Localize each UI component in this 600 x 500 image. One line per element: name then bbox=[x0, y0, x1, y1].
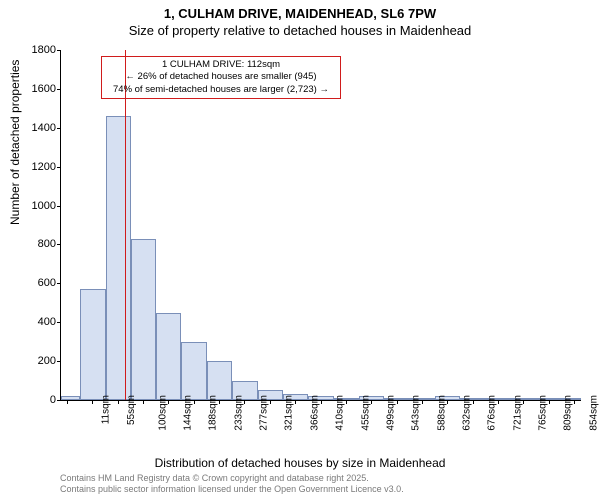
y-tick-mark bbox=[57, 361, 61, 362]
x-tick-mark bbox=[168, 400, 169, 404]
y-tick-label: 0 bbox=[21, 394, 56, 406]
y-tick-label: 200 bbox=[21, 355, 56, 367]
footnote-line2: Contains public sector information licen… bbox=[60, 484, 404, 496]
histogram-bar bbox=[181, 342, 207, 400]
y-tick-mark bbox=[57, 206, 61, 207]
y-tick-label: 1200 bbox=[21, 161, 56, 173]
x-tick-label: 809sqm bbox=[563, 395, 574, 431]
callout-line: ← 26% of detached houses are smaller (94… bbox=[106, 71, 336, 83]
histogram-bar bbox=[80, 289, 106, 400]
x-tick-label: 410sqm bbox=[335, 395, 346, 431]
x-tick-mark bbox=[92, 400, 93, 404]
x-tick-label: 455sqm bbox=[361, 395, 372, 431]
y-tick-label: 1600 bbox=[21, 83, 56, 95]
y-tick-mark bbox=[57, 322, 61, 323]
x-tick-mark bbox=[270, 400, 271, 404]
histogram-bar bbox=[106, 116, 131, 400]
footnote-line1: Contains HM Land Registry data © Crown c… bbox=[60, 473, 404, 485]
y-tick-mark bbox=[57, 167, 61, 168]
x-tick-mark bbox=[118, 400, 119, 404]
histogram-bar bbox=[131, 239, 156, 400]
y-tick-label: 1800 bbox=[21, 44, 56, 56]
x-tick-label: 55sqm bbox=[126, 395, 137, 425]
x-tick-label: 233sqm bbox=[234, 395, 245, 431]
x-tick-mark bbox=[523, 400, 524, 404]
x-tick-mark bbox=[422, 400, 423, 404]
x-axis-label: Distribution of detached houses by size … bbox=[0, 456, 600, 470]
title-sub: Size of property relative to detached ho… bbox=[0, 21, 600, 38]
plot: 02004006008001000120014001600180011sqm55… bbox=[60, 50, 581, 401]
x-tick-label: 721sqm bbox=[513, 395, 524, 431]
x-tick-label: 676sqm bbox=[487, 395, 498, 431]
x-tick-mark bbox=[219, 400, 220, 404]
x-tick-mark bbox=[244, 400, 245, 404]
x-tick-mark bbox=[321, 400, 322, 404]
y-tick-mark bbox=[57, 50, 61, 51]
y-tick-label: 400 bbox=[21, 316, 56, 328]
chart-area: 02004006008001000120014001600180011sqm55… bbox=[60, 50, 580, 400]
callout-line: 74% of semi-detached houses are larger (… bbox=[106, 84, 336, 96]
chart-container: 1, CULHAM DRIVE, MAIDENHEAD, SL6 7PW Siz… bbox=[0, 0, 600, 500]
x-tick-label: 321sqm bbox=[284, 395, 295, 431]
histogram-bar bbox=[156, 313, 181, 401]
x-tick-label: 11sqm bbox=[101, 395, 112, 424]
x-tick-label: 144sqm bbox=[183, 395, 194, 431]
x-tick-mark bbox=[574, 400, 575, 404]
x-tick-mark bbox=[473, 400, 474, 404]
title-main: 1, CULHAM DRIVE, MAIDENHEAD, SL6 7PW bbox=[0, 0, 600, 21]
y-tick-label: 800 bbox=[21, 238, 56, 250]
y-tick-mark bbox=[57, 89, 61, 90]
x-tick-label: 188sqm bbox=[208, 395, 219, 431]
histogram-bar bbox=[61, 396, 80, 400]
y-tick-mark bbox=[57, 128, 61, 129]
x-tick-mark bbox=[346, 400, 347, 404]
x-tick-mark bbox=[549, 400, 550, 404]
x-tick-mark bbox=[371, 400, 372, 404]
y-tick-label: 600 bbox=[21, 277, 56, 289]
x-tick-label: 543sqm bbox=[411, 395, 422, 431]
x-tick-mark bbox=[447, 400, 448, 404]
x-tick-label: 765sqm bbox=[538, 395, 549, 431]
footnote: Contains HM Land Registry data © Crown c… bbox=[60, 473, 404, 496]
y-tick-label: 1400 bbox=[21, 122, 56, 134]
y-tick-mark bbox=[57, 244, 61, 245]
callout-box: 1 CULHAM DRIVE: 112sqm← 26% of detached … bbox=[101, 56, 341, 99]
x-tick-label: 854sqm bbox=[589, 395, 600, 431]
x-tick-label: 499sqm bbox=[386, 395, 397, 431]
x-tick-label: 366sqm bbox=[310, 395, 321, 431]
marker-vline bbox=[125, 50, 126, 400]
x-tick-mark bbox=[143, 400, 144, 404]
x-tick-mark bbox=[295, 400, 296, 404]
y-tick-mark bbox=[57, 400, 61, 401]
y-axis-label: Number of detached properties bbox=[8, 60, 22, 225]
x-tick-mark bbox=[67, 400, 68, 404]
x-tick-label: 277sqm bbox=[259, 395, 270, 431]
x-tick-mark bbox=[397, 400, 398, 404]
x-tick-mark bbox=[194, 400, 195, 404]
x-tick-label: 100sqm bbox=[158, 395, 169, 431]
y-tick-label: 1000 bbox=[21, 200, 56, 212]
x-tick-label: 632sqm bbox=[462, 395, 473, 431]
callout-line: 1 CULHAM DRIVE: 112sqm bbox=[106, 59, 336, 71]
x-tick-label: 588sqm bbox=[437, 395, 448, 431]
x-tick-mark bbox=[498, 400, 499, 404]
y-tick-mark bbox=[57, 283, 61, 284]
